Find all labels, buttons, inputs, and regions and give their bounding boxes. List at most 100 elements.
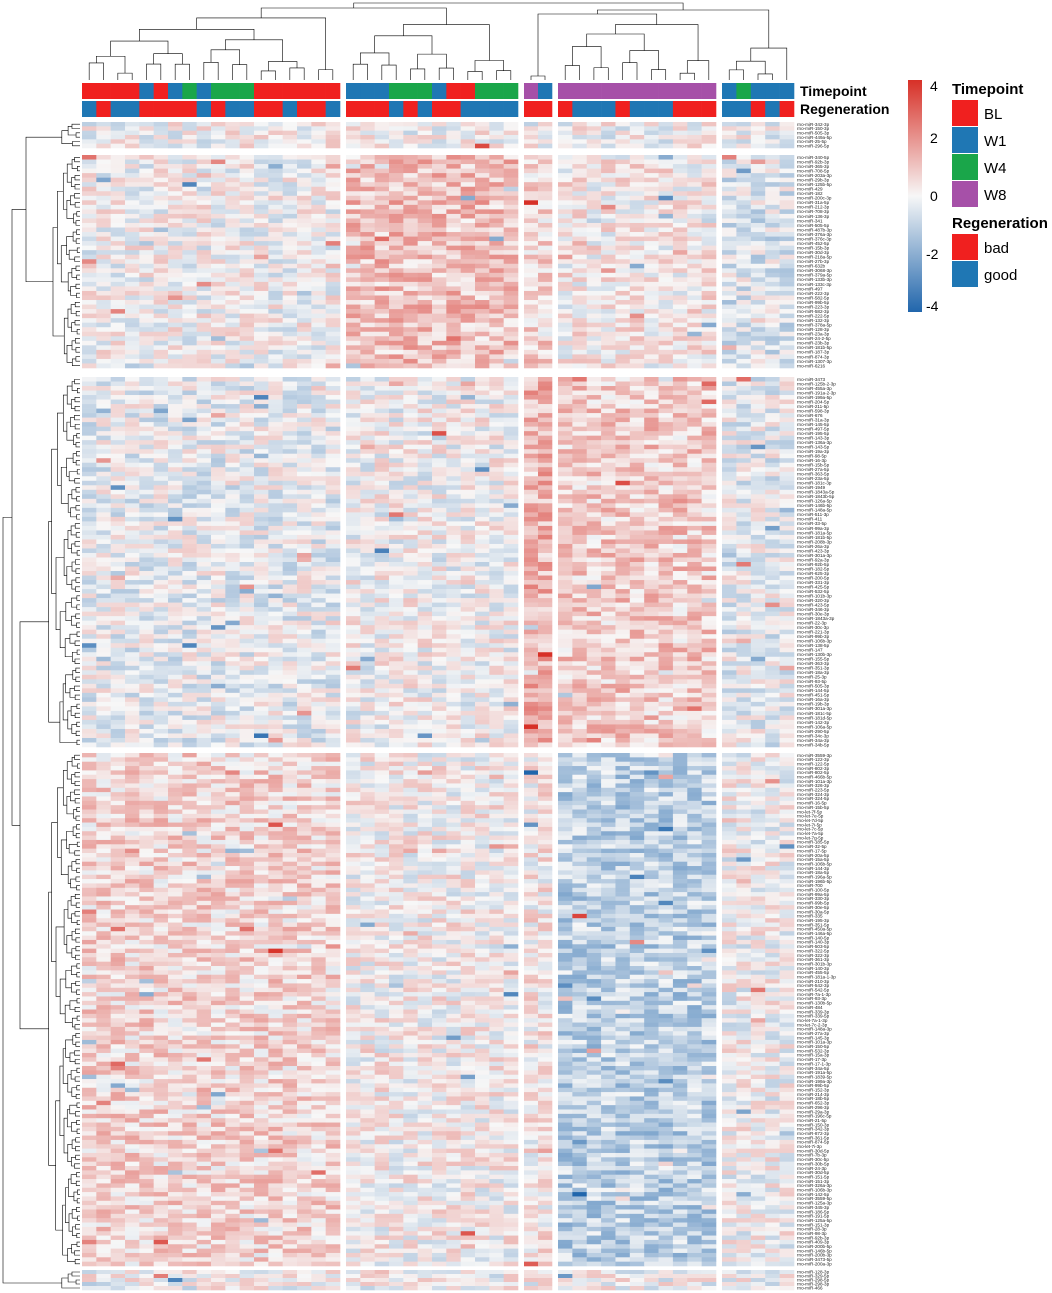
heatmap-cell xyxy=(239,562,255,567)
heatmap-cell xyxy=(524,209,539,215)
heatmap-cell xyxy=(325,404,341,409)
heatmap-cell xyxy=(475,534,490,540)
heatmap-cell xyxy=(96,566,111,572)
heatmap-cell xyxy=(268,159,283,165)
heatmap-cell xyxy=(765,309,780,314)
heatmap-cell xyxy=(750,245,766,251)
heatmap-cell xyxy=(139,168,154,174)
heatmap-cell xyxy=(765,130,780,136)
heatmap-cell xyxy=(110,281,126,287)
heatmap-cell xyxy=(196,507,212,513)
heatmap-cell xyxy=(524,358,539,364)
timepoint-cell xyxy=(750,83,766,99)
heatmap-cell xyxy=(475,254,490,260)
heatmap-cell xyxy=(615,485,631,491)
heatmap-cell xyxy=(672,191,688,197)
heatmap-cell xyxy=(125,552,140,558)
heatmap-cell xyxy=(254,548,269,554)
heatmap-cell xyxy=(615,395,631,400)
heatmap-cell xyxy=(403,381,418,387)
heatmap-cell xyxy=(211,327,226,333)
heatmap-cell xyxy=(346,386,361,391)
row-dendrogram-branch xyxy=(75,238,80,244)
row-dendrogram-branch xyxy=(74,415,80,421)
heatmap-cell xyxy=(475,467,490,473)
heatmap-cell xyxy=(168,139,183,144)
heatmap-cell xyxy=(503,417,519,423)
heatmap-cell xyxy=(722,408,737,414)
heatmap-cell xyxy=(282,268,298,274)
heatmap-cell xyxy=(153,168,169,174)
heatmap-cell xyxy=(446,530,461,536)
heatmap-cell xyxy=(765,503,780,509)
heatmap-cell xyxy=(460,200,476,206)
heatmap-cell xyxy=(765,245,780,251)
heatmap-cell xyxy=(389,354,404,360)
heatmap-cell xyxy=(489,168,504,174)
row-dendrogram-branch xyxy=(76,1128,80,1134)
heatmap-cell xyxy=(325,254,341,260)
heatmap-cell xyxy=(644,534,659,540)
heatmap-cell xyxy=(601,164,616,169)
heatmap-cell xyxy=(779,268,795,274)
heatmap-cell xyxy=(672,512,688,518)
heatmap-cell xyxy=(765,552,780,558)
heatmap-cell xyxy=(403,548,418,554)
heatmap-cell xyxy=(374,386,390,391)
heatmap-cell xyxy=(672,399,688,405)
heatmap-cell xyxy=(239,218,255,224)
heatmap-cell xyxy=(475,399,490,405)
heatmap-cell xyxy=(601,417,616,423)
heatmap-cell xyxy=(374,232,390,237)
row-dendrogram-branch xyxy=(77,1215,80,1221)
heatmap-cell xyxy=(168,155,183,160)
heatmap-cell xyxy=(168,453,183,459)
heatmap-cell xyxy=(503,467,519,473)
heatmap-cell xyxy=(460,521,476,527)
heatmap-cell xyxy=(225,200,240,206)
row-dendrogram-branch xyxy=(71,381,78,391)
heatmap-cell xyxy=(153,552,169,558)
heatmap-cell xyxy=(239,331,255,337)
heatmap-cell xyxy=(282,512,298,518)
timepoint-cell xyxy=(586,83,602,99)
heatmap-cell xyxy=(139,453,154,459)
heatmap-cell xyxy=(644,204,659,210)
heatmap-cell xyxy=(558,130,573,136)
heatmap-cell xyxy=(125,548,140,554)
heatmap-cell xyxy=(96,386,111,391)
heatmap-cell xyxy=(211,130,226,136)
heatmap-cell xyxy=(446,139,461,144)
heatmap-cell xyxy=(239,548,255,554)
heatmap-cell xyxy=(153,516,169,522)
heatmap-cell xyxy=(779,390,795,396)
heatmap-cell xyxy=(572,186,588,192)
heatmap-cell xyxy=(615,480,631,486)
heatmap-cell xyxy=(325,218,341,224)
heatmap-cell xyxy=(503,222,519,228)
heatmap-cell xyxy=(615,259,631,265)
heatmap-cell xyxy=(403,349,418,355)
heatmap-cell xyxy=(297,331,312,337)
heatmap-cell xyxy=(225,480,240,486)
heatmap-cell xyxy=(446,507,461,513)
heatmap-cell xyxy=(672,435,688,441)
heatmap-cell xyxy=(538,530,553,536)
heatmap-cell xyxy=(360,539,375,545)
heatmap-cell xyxy=(360,521,375,527)
heatmap-cell xyxy=(736,467,752,473)
heatmap-cell xyxy=(153,395,169,400)
heatmap-cell xyxy=(524,390,539,396)
heatmap-cell xyxy=(446,241,461,246)
heatmap-cell xyxy=(460,413,476,418)
heatmap-cell xyxy=(110,218,126,224)
regeneration-cell xyxy=(268,101,283,117)
row-dendrogram-branch xyxy=(61,1277,80,1289)
heatmap-cell xyxy=(110,143,126,149)
heatmap-cell xyxy=(601,213,616,219)
heatmap-cell xyxy=(254,254,269,260)
heatmap-cell xyxy=(282,336,298,342)
heatmap-cell xyxy=(153,562,169,567)
heatmap-cell xyxy=(360,331,375,337)
heatmap-cell xyxy=(168,354,183,360)
